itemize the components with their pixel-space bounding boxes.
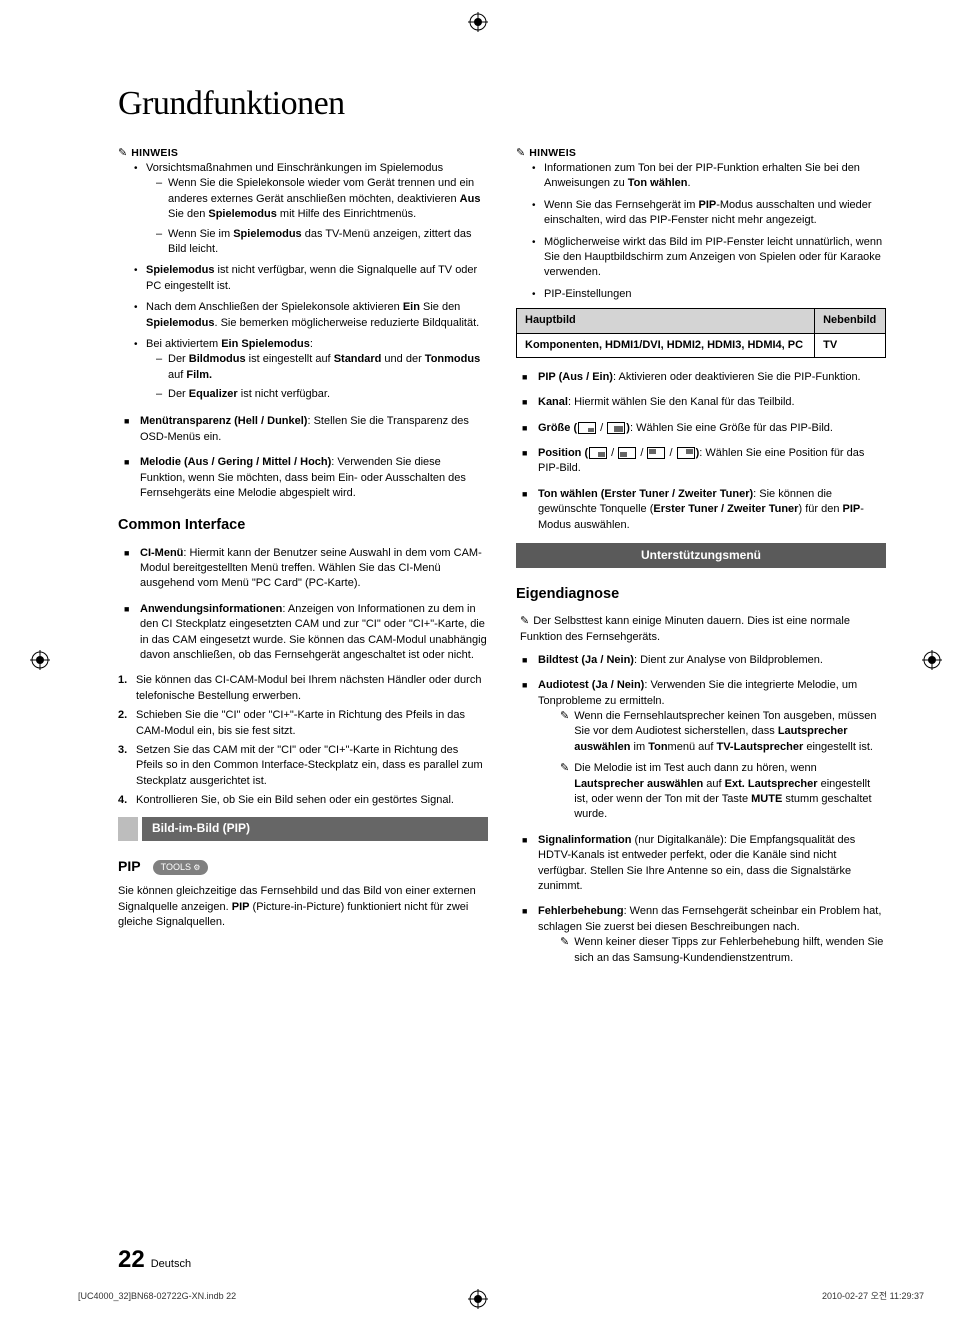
size-small-icon [578,422,596,434]
list-item: Fehlerbehebung: Wenn das Fernsehgerät sc… [516,904,886,966]
list-item: 4.Kontrollieren Sie, ob Sie ein Bild seh… [118,793,488,808]
pip-heading: PIP [118,858,141,874]
note-icon: ✎ [118,147,127,159]
page-footer: 22 Deutsch [118,1243,191,1277]
list-item: 3.Setzen Sie das CAM mit der "CI" oder "… [118,743,488,789]
list-item: Audiotest (Ja / Nein): Verwenden Sie die… [516,678,886,823]
list-item: Möglicherweise wirkt das Bild im PIP-Fen… [534,235,886,281]
list-item: Kanal: Hiermit wählen Sie den Kanal für … [516,395,886,410]
page-language: Deutsch [151,1257,191,1272]
list-item: PIP-Einstellungen [534,287,886,302]
page-number: 22 [118,1243,145,1277]
list-item: Signalinformation (nur Digitalkanäle): D… [516,833,886,895]
note-icon: ✎ [520,615,529,627]
registration-mark-icon [922,650,942,670]
eigendiagnose-heading: Eigendiagnose [516,584,886,604]
hinweis-heading: HINWEIS [529,147,576,159]
tools-badge: TOOLS [153,860,209,875]
list-item: Anwendungsinformationen: Anzeigen von In… [118,602,488,664]
list-item: Vorsichtsmaßnahmen und Einschränkungen i… [136,161,488,257]
list-item: Größe ( / ): Wählen Sie eine Größe für d… [516,421,886,436]
support-menu-bar: Unterstützungsmenü [516,543,886,568]
pip-section-bar: Bild-im-Bild (PIP) [118,817,488,841]
size-large-icon [607,422,625,434]
list-item: Position ( / / / ): Wählen Sie eine Posi… [516,446,886,477]
list-item: Menütransparenz (Hell / Dunkel): Stellen… [118,414,488,445]
list-item: Nach dem Anschließen der Spielekonsole a… [136,300,488,331]
note-icon: ✎ [560,761,569,823]
note-icon: ✎ [560,709,569,755]
pip-intro-text: Sie können gleichzeitige das Fernsehbild… [118,884,488,930]
registration-mark-icon [468,12,488,32]
position-bl-icon [618,447,636,459]
list-item: Bei aktiviertem Ein Spielemodus: Der Bil… [136,337,488,403]
list-item: 1.Sie können das CI-CAM-Modul bei Ihrem … [118,673,488,704]
section-title: Grundfunktionen [118,80,886,128]
list-item: Melodie (Aus / Gering / Mittel / Hoch): … [118,455,488,501]
print-metadata: [UC4000_32]BN68-02722G-XN.indb 22 2010-0… [78,1290,924,1303]
position-tl-icon [647,447,665,459]
common-interface-heading: Common Interface [118,515,488,535]
list-item: CI-Menü: Hiermit kann der Benutzer seine… [118,546,488,592]
list-item: 2.Schieben Sie die "CI" oder "CI+"-Karte… [118,708,488,739]
list-item: Informationen zum Ton bei der PIP-Funkti… [534,161,886,192]
registration-mark-icon [30,650,50,670]
hinweis-heading: HINWEIS [131,147,178,159]
right-column: ✎ HINWEIS Informationen zum Ton bei der P… [516,146,886,976]
left-column: ✎ HINWEIS Vorsichtsmaßnahmen und Einschrä… [118,146,488,976]
list-item: Bildtest (Ja / Nein): Dient zur Analyse … [516,653,886,668]
list-item: Spielemodus ist nicht verfügbar, wenn di… [136,263,488,294]
position-tr-icon [677,447,695,459]
note-icon: ✎ [516,147,525,159]
list-item: Wenn Sie das Fernsehgerät im PIP-Modus a… [534,198,886,229]
list-item: PIP (Aus / Ein): Aktivieren oder deaktiv… [516,370,886,385]
position-br-icon [589,447,607,459]
pip-settings-table: HauptbildNebenbild Komponenten, HDMI1/DV… [516,308,886,358]
note-icon: ✎ [560,935,569,966]
list-item: Ton wählen (Erster Tuner / Zweiter Tuner… [516,487,886,533]
